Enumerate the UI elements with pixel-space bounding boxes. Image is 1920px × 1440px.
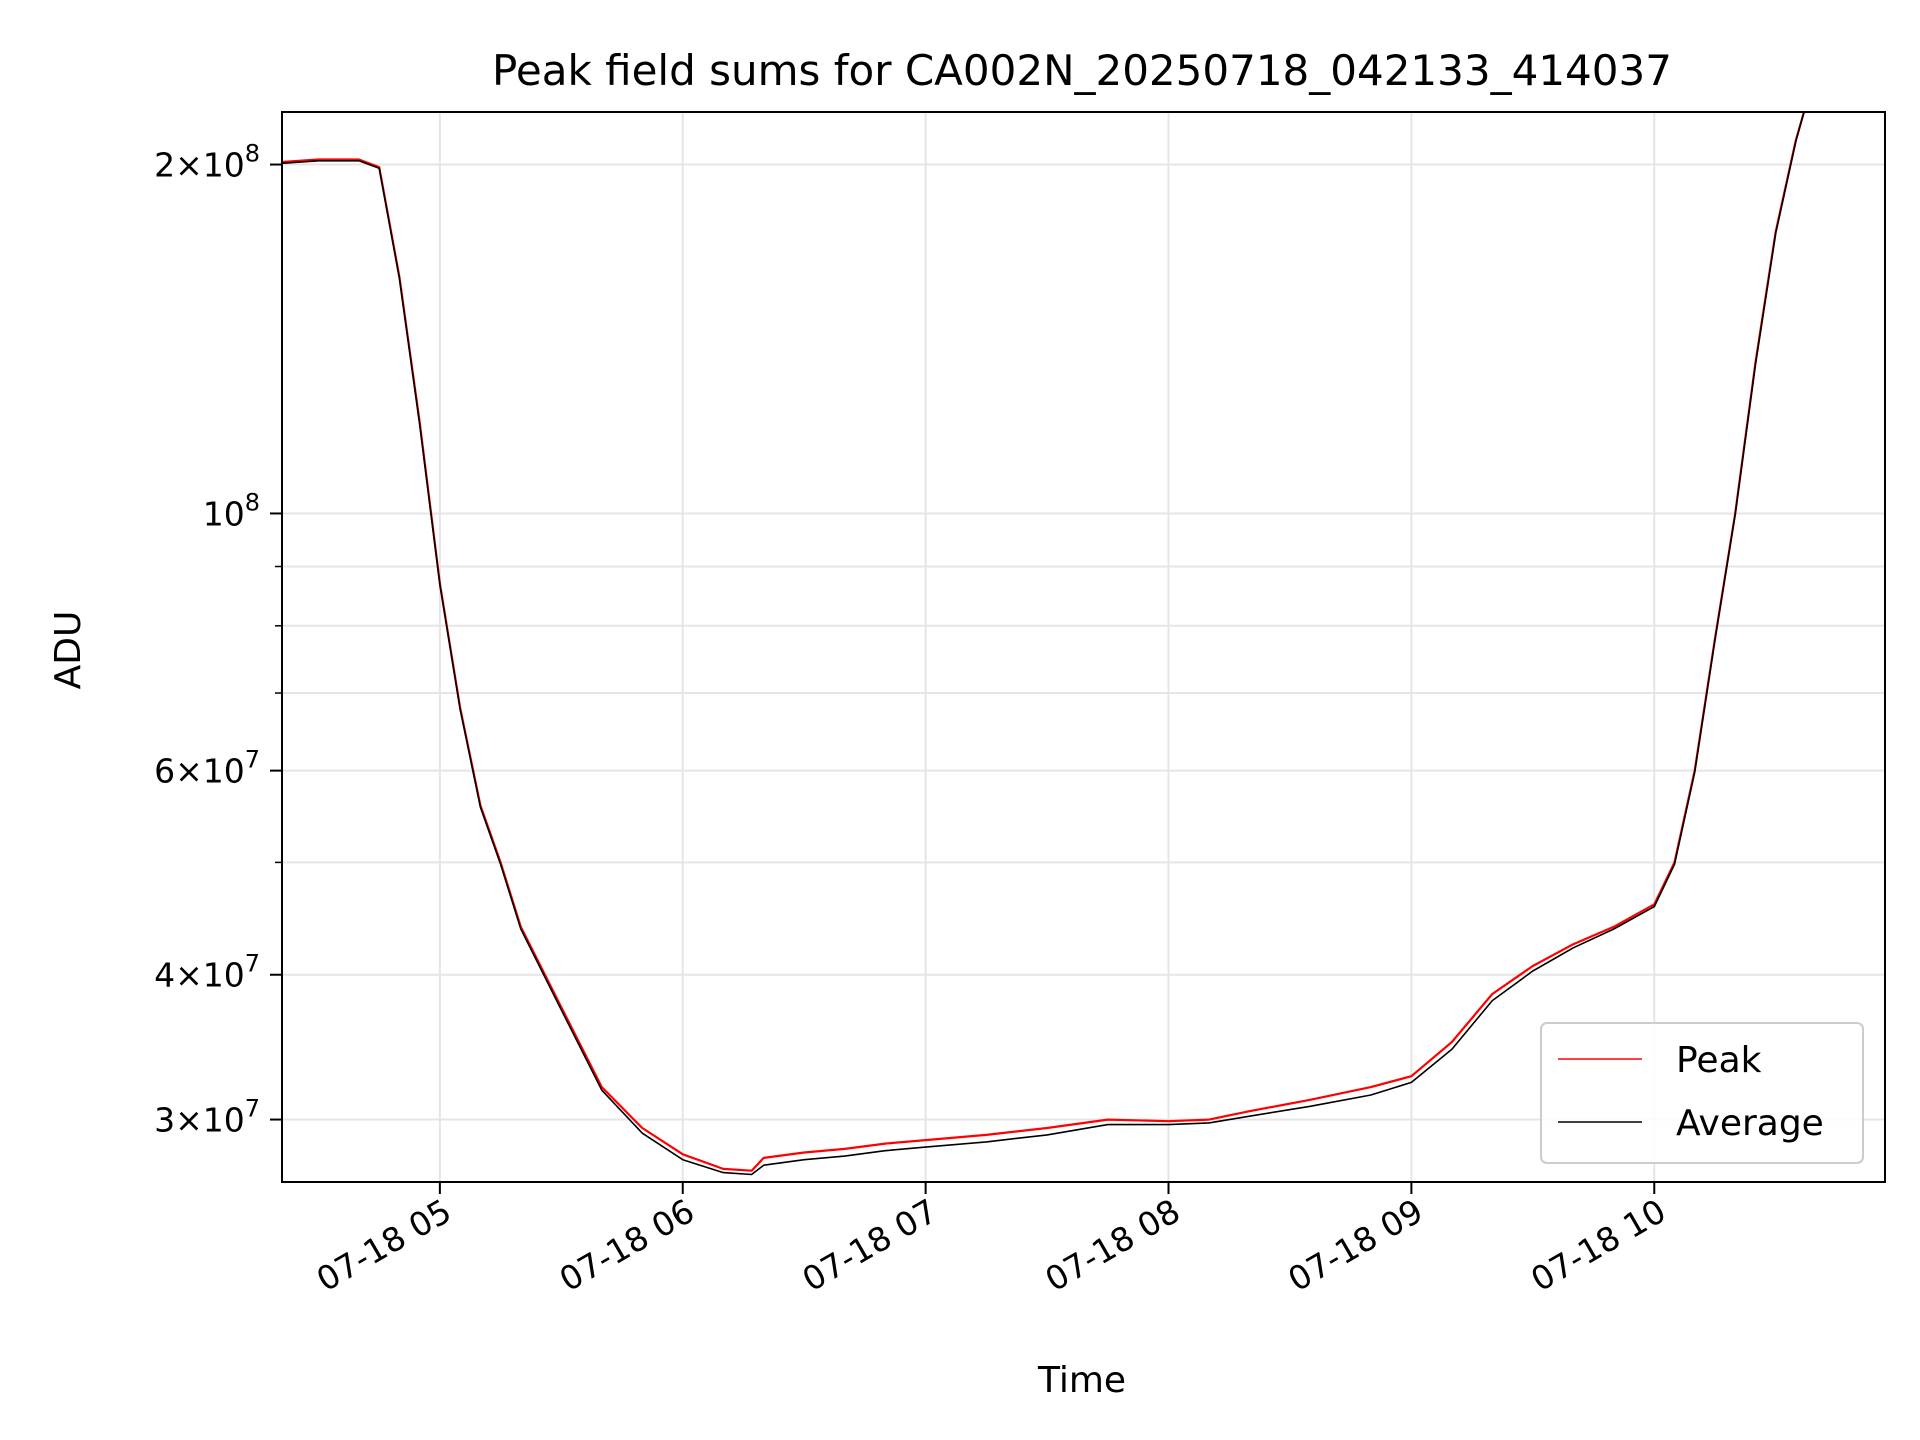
series-lines — [282, 112, 1806, 1176]
y-tick-label: 3×107 — [154, 1095, 260, 1140]
legend: Peak Average — [1540, 1022, 1864, 1164]
y-axis-label: ADU — [48, 611, 89, 690]
chart-title: Peak field sums for CA002N_20250718_0421… — [492, 46, 1672, 95]
series-line-average — [282, 112, 1805, 1176]
y-tick-label: 2×108 — [154, 140, 260, 185]
legend-label-average: Average — [1676, 1103, 1824, 1144]
x-axis-label: Time — [1037, 1360, 1126, 1401]
legend-label-peak: Peak — [1676, 1040, 1762, 1081]
grid-lines — [282, 112, 1885, 1182]
legend-frame — [1540, 1022, 1864, 1164]
y-tick-label: 6×107 — [154, 746, 260, 791]
plot-frame — [281, 111, 1886, 1183]
y-tick-label: 4×107 — [154, 950, 260, 995]
